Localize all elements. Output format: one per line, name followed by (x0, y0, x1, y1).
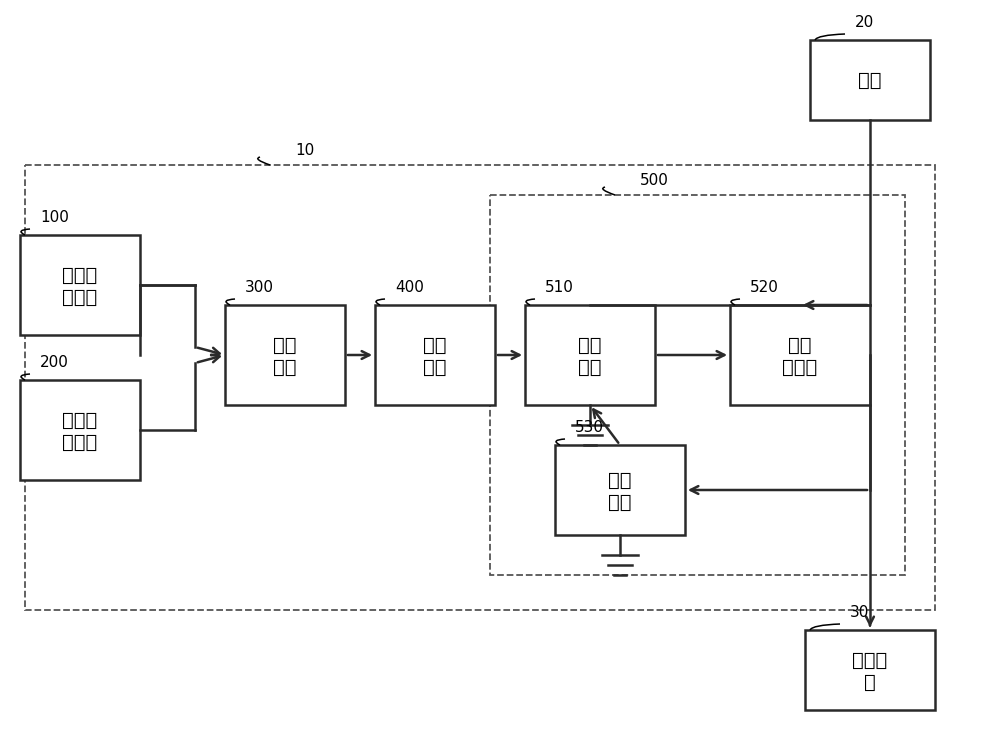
Bar (555, 445, 685, 535)
Bar (20, 235, 140, 335)
Text: 510: 510 (545, 280, 574, 295)
Bar (525, 305, 655, 405)
Bar (375, 305, 495, 405)
Text: 电路: 电路 (273, 358, 297, 376)
Bar (25, 165, 935, 610)
Text: 520: 520 (750, 280, 779, 295)
Bar (805, 630, 935, 710)
Text: 20: 20 (855, 15, 874, 30)
Text: 200: 200 (40, 355, 69, 370)
Text: 30: 30 (850, 605, 869, 620)
Text: 第二触: 第二触 (62, 411, 98, 429)
Text: 300: 300 (245, 280, 274, 295)
Text: 电路: 电路 (608, 492, 632, 512)
Text: 下拉: 下拉 (608, 470, 632, 489)
Text: 电池: 电池 (858, 70, 882, 89)
Text: 主控制: 主控制 (852, 650, 888, 670)
Text: 延时: 延时 (423, 336, 447, 355)
Text: 控制: 控制 (578, 336, 602, 355)
Bar (490, 195, 905, 575)
Text: 100: 100 (40, 210, 69, 225)
Text: 电路: 电路 (578, 358, 602, 376)
Text: 500: 500 (640, 173, 669, 188)
Text: 第一触: 第一触 (62, 265, 98, 284)
Text: 触控: 触控 (273, 336, 297, 355)
Text: 开关: 开关 (788, 336, 812, 355)
Text: 电路: 电路 (423, 358, 447, 376)
Text: 器: 器 (864, 673, 876, 692)
Bar (810, 40, 930, 120)
Text: 400: 400 (395, 280, 424, 295)
Text: 10: 10 (295, 143, 314, 158)
Bar (20, 380, 140, 480)
Text: 子电路: 子电路 (782, 358, 818, 376)
Text: 控按键: 控按键 (62, 432, 98, 451)
Bar (225, 305, 345, 405)
Bar (730, 305, 870, 405)
Text: 530: 530 (575, 420, 604, 435)
Text: 控按键: 控按键 (62, 287, 98, 306)
